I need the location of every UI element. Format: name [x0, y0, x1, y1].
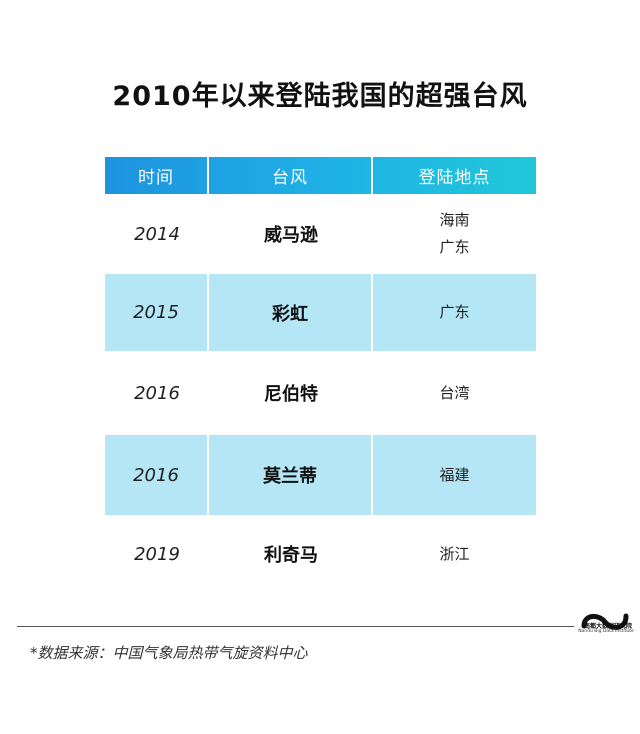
table-row: 2016 莫兰蒂 福建 — [105, 435, 536, 515]
place-cell: 台湾 — [373, 351, 536, 435]
place-text: 广东 — [439, 303, 470, 321]
year-cell: 2014 — [134, 223, 180, 245]
place-text: 浙江 — [439, 544, 470, 563]
table-row: 2016 尼伯特 台湾 — [105, 351, 536, 435]
source-note: *数据来源：中国气象局热带气旋资料中心 — [30, 644, 308, 662]
year-cell: 2016 — [134, 382, 180, 404]
table-row: 2014 威马逊 海南 广东 — [105, 194, 536, 274]
place-cell: 浙江 — [373, 515, 536, 593]
typhoon-name-cell: 尼伯特 — [264, 384, 318, 405]
typhoon-name-cell: 利奇马 — [264, 545, 318, 566]
nandu-logo-icon — [581, 613, 629, 630]
page-title: 2010年以来登陆我国的超强台风 — [112, 81, 528, 112]
place-cell: 海南 广东 — [373, 194, 536, 274]
table-row: 2015 彩虹 广东 — [105, 274, 536, 351]
year-cell: 2019 — [134, 543, 180, 565]
place-cell: 福建 — [373, 435, 536, 515]
place-text: 台湾 — [439, 383, 470, 402]
typhoon-table: 时间 台风 登陆地点 2014 威马逊 海南 广东 2015 彩虹 广东 201… — [105, 157, 536, 593]
year-cell: 2016 — [105, 435, 209, 515]
table-row: 2019 利奇马 浙江 — [105, 515, 536, 593]
table-header: 时间 台风 登陆地点 — [105, 157, 536, 194]
header-landfall-place: 登陆地点 — [418, 168, 491, 188]
footer-divider — [17, 626, 574, 627]
header-typhoon: 台风 — [209, 157, 373, 194]
logo-subtitle: Nandu Big Data Institute — [578, 629, 634, 634]
place-cell: 广东 — [373, 274, 536, 351]
logo-name: 南都大数据研究院 — [583, 623, 632, 630]
typhoon-name-cell: 莫兰蒂 — [209, 435, 373, 515]
year-cell: 2015 — [105, 274, 209, 351]
place-text: 海南 — [439, 211, 470, 229]
typhoon-name-cell: 彩虹 — [209, 274, 373, 351]
typhoon-name-cell: 威马逊 — [264, 225, 318, 246]
place-text: 广东 — [439, 238, 470, 256]
place-text: 福建 — [439, 465, 470, 484]
header-time: 时间 — [105, 157, 209, 194]
